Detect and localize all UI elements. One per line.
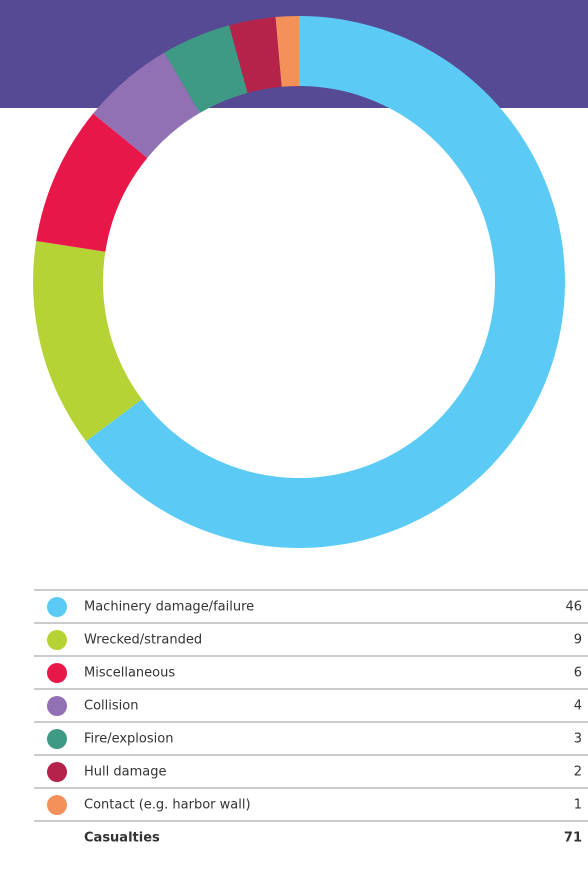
legend-label: Fire/explosion <box>84 732 173 747</box>
legend-swatch <box>47 630 67 650</box>
donut <box>32 16 566 549</box>
donut-segment <box>85 16 566 549</box>
legend-value: 3 <box>574 732 582 747</box>
legend-label: Miscellaneous <box>84 666 175 681</box>
legend-value: 2 <box>574 765 582 780</box>
donut-segment <box>32 240 142 442</box>
legend-swatch <box>47 663 67 683</box>
legend-value: 9 <box>574 633 582 648</box>
legend-value: 1 <box>574 798 582 813</box>
legend-table: Machinery damage/failure 46Wrecked/strand… <box>34 589 588 846</box>
legend-value: 4 <box>574 699 582 714</box>
legend-swatch <box>47 762 67 782</box>
legend-label: Machinery damage/failure <box>84 600 254 615</box>
legend-label: Wrecked/stranded <box>84 633 202 648</box>
donut-segment <box>229 17 282 93</box>
legend-label: Hull damage <box>84 765 166 780</box>
total-label: Casualties <box>84 831 160 846</box>
donut-segment <box>36 113 148 252</box>
legend-swatch <box>47 696 67 716</box>
legend-label: Collision <box>84 699 138 714</box>
donut-segment <box>275 16 299 87</box>
legend-label: Contact (e.g. harbor wall) <box>84 798 251 813</box>
donut-segment <box>164 25 248 113</box>
legend-swatch <box>47 795 67 815</box>
donut-segment <box>93 52 200 158</box>
legend-value: 46 <box>565 600 582 615</box>
legend-swatch <box>47 597 67 617</box>
legend-swatch <box>47 729 67 749</box>
total-value: 71 <box>564 831 582 846</box>
legend-value: 6 <box>574 666 582 681</box>
